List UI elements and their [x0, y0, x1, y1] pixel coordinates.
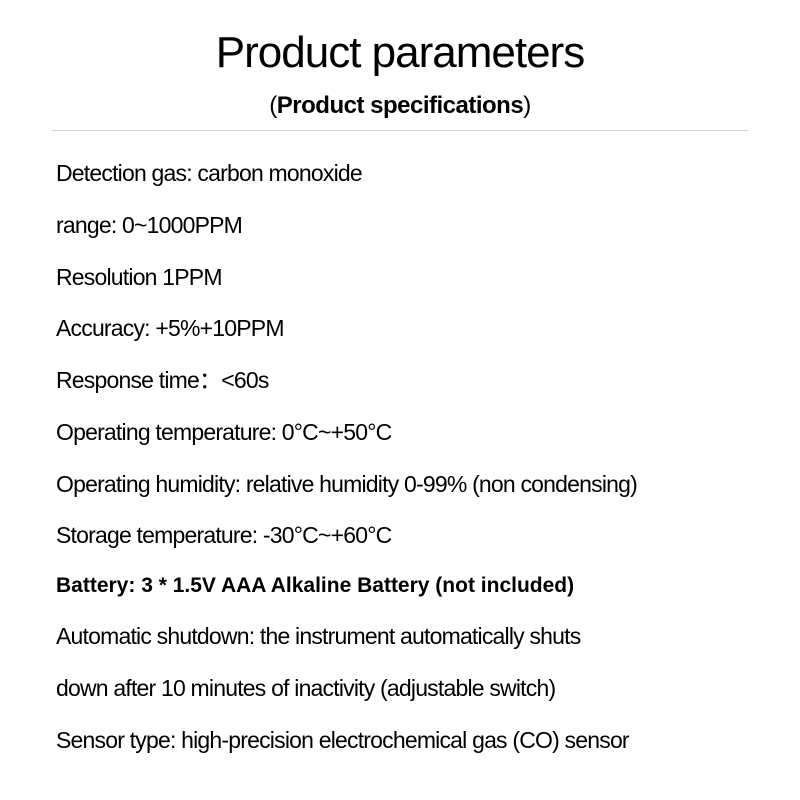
spec-line: down after 10 minutes of inactivity (adj… — [56, 674, 748, 703]
page-subtitle: (Product specifications) — [52, 92, 748, 120]
subtitle-text: Product specifications — [277, 92, 523, 119]
subtitle-paren-close: ) — [523, 92, 531, 119]
spec-line: Operating temperature: 0°C~+50°C — [56, 418, 748, 447]
subtitle-paren-open: ( — [269, 92, 277, 119]
spec-list: Detection gas: carbon monoxide range: 0~… — [52, 159, 748, 755]
divider — [52, 130, 748, 131]
page-title: Product parameters — [52, 28, 748, 78]
spec-line: Accuracy: +5%+10PPM — [56, 314, 748, 343]
spec-line: Response time：<60s — [56, 366, 748, 395]
spec-line: Storage temperature: -30°C~+60°C — [56, 521, 748, 550]
spec-line: Sensor type: high-precision electrochemi… — [56, 726, 748, 755]
spec-line: Detection gas: carbon monoxide — [56, 159, 748, 188]
spec-line: Resolution 1PPM — [56, 263, 748, 292]
spec-line-battery: Battery: 3 * 1.5V AAA Alkaline Battery (… — [56, 573, 748, 599]
spec-line: range: 0~1000PPM — [56, 211, 748, 240]
spec-line: Operating humidity: relative humidity 0-… — [56, 470, 748, 499]
spec-line: Automatic shutdown: the instrument autom… — [56, 622, 748, 651]
